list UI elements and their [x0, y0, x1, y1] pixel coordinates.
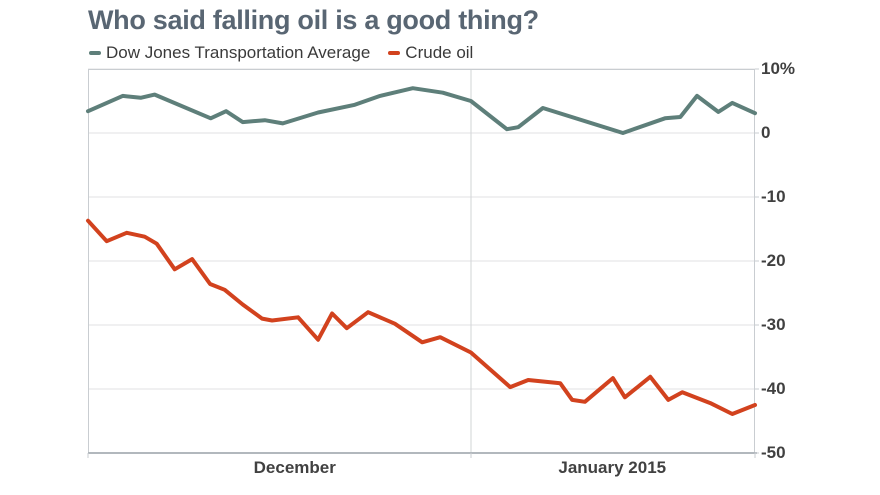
- x-axis-label: January 2015: [558, 458, 667, 477]
- y-axis-label: 0: [761, 123, 771, 142]
- dow-jones-line-swatch: [89, 51, 101, 55]
- y-axis-label: 10%: [761, 59, 796, 78]
- series-line-dow-jones: [86, 86, 757, 135]
- chart-legend: Dow Jones Transportation Average Crude o…: [89, 43, 473, 63]
- y-axis-label: -30: [761, 315, 786, 334]
- y-axis-label: -50: [761, 443, 786, 462]
- y-axis-label: -20: [761, 251, 786, 270]
- y-axis-label: -10: [761, 187, 786, 206]
- crude-oil-line-swatch: [388, 51, 401, 55]
- legend-label-crude-oil: Crude oil: [405, 43, 474, 62]
- legend-item-crude-oil: Crude oil: [388, 43, 473, 63]
- series-line-crude-oil: [86, 218, 757, 416]
- x-axis-label: December: [253, 458, 336, 477]
- chart-title: Who said falling oil is a good thing?: [88, 5, 539, 35]
- y-axis-label: -40: [761, 379, 786, 398]
- legend-item-dow-jones: Dow Jones Transportation Average: [89, 43, 370, 63]
- legend-label-dow-jones: Dow Jones Transportation Average: [106, 43, 371, 62]
